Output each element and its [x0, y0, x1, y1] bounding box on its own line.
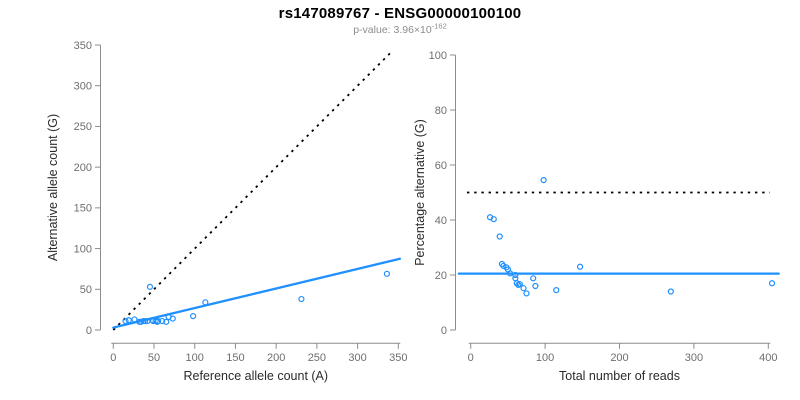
x-tick-label: 100 — [186, 352, 204, 364]
y-tick-label: 0 — [86, 325, 92, 337]
y-tick-label: 40 — [435, 215, 447, 227]
data-point — [500, 262, 507, 270]
y-tick-label: 350 — [74, 40, 92, 52]
x-tick-label: 100 — [536, 352, 554, 364]
data-point — [532, 282, 539, 290]
y-tick-label: 100 — [74, 243, 92, 255]
pvalue-text: p-value: 3.96×10 — [353, 24, 432, 36]
data-point — [512, 275, 519, 282]
y-tick-label: 0 — [441, 325, 447, 337]
data-point — [190, 313, 197, 320]
data-point — [125, 317, 132, 324]
identity-line — [112, 52, 391, 331]
x-tick-label: 0 — [110, 352, 116, 364]
x-tick-label: 200 — [610, 352, 628, 364]
data-point — [523, 290, 530, 297]
figure-subtitle: p-value: 3.96×10-162 — [0, 21, 800, 36]
data-point — [169, 315, 176, 322]
data-point — [496, 233, 503, 240]
x-axis-title: Reference allele count (A) — [184, 369, 329, 383]
x-tick-label: 300 — [348, 352, 366, 364]
x-tick-label: 400 — [759, 352, 777, 364]
data-point — [159, 317, 166, 325]
data-point — [667, 288, 674, 295]
x-tick-label: 0 — [468, 352, 474, 364]
y-tick-label: 250 — [74, 121, 92, 133]
data-point — [540, 177, 547, 184]
y-tick-label: 150 — [74, 203, 92, 215]
y-tick-label: 80 — [435, 105, 447, 117]
y-tick-label: 60 — [435, 160, 447, 172]
x-tick-label: 50 — [148, 352, 160, 364]
y-tick-label: 200 — [74, 162, 92, 174]
data-point — [383, 270, 390, 277]
pvalue-exponent: -162 — [431, 21, 447, 31]
y-axis-title: Percentage alternative (G) — [413, 119, 427, 266]
allele-counts-scatter: 0 50 100 150 200 250 300 350 0 50 100 150 200 250 300 3… — [46, 40, 407, 383]
data-point — [298, 295, 305, 303]
y-tick-label: 100 — [429, 50, 447, 62]
data-point — [516, 280, 523, 288]
x-tick-label: 200 — [267, 352, 285, 364]
data-point — [490, 216, 497, 223]
data-point — [163, 318, 170, 325]
data-point — [530, 275, 537, 282]
data-point — [154, 317, 162, 325]
y-tick-label: 300 — [74, 81, 92, 93]
data-point — [520, 285, 527, 292]
data-point — [513, 280, 520, 287]
regression-line — [112, 257, 402, 329]
x-tick-label: 300 — [685, 352, 703, 364]
figure-title: rs147089767 - ENSG00000100100 — [278, 5, 522, 22]
x-axis-title: Total number of reads — [559, 369, 680, 383]
y-tick-label: 50 — [80, 284, 92, 296]
data-point — [553, 287, 560, 294]
x-tick-label: 150 — [226, 352, 244, 364]
y-tick-label: 20 — [435, 270, 447, 282]
data-point — [146, 283, 154, 290]
x-tick-label: 250 — [308, 352, 326, 364]
data-point — [576, 263, 584, 270]
y-axis-title: Alternative allele count (G) — [46, 114, 60, 261]
x-tick-label: 350 — [389, 352, 407, 364]
percentage-vs-reads-scatter: 0 100 200 300 400 0 20 40 60 80 100 Total number of… — [413, 50, 780, 383]
data-point — [768, 280, 776, 287]
